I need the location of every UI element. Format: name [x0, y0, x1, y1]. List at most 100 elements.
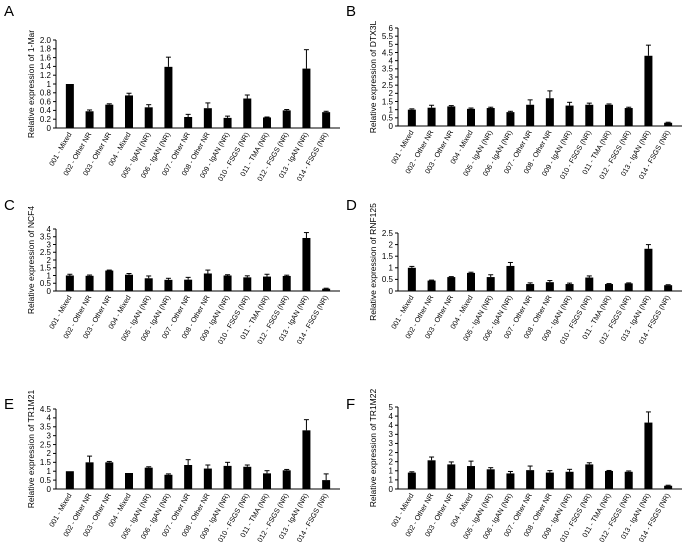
y-tick-label: 4: [389, 412, 394, 421]
bar: [545, 472, 554, 489]
bar: [184, 279, 193, 291]
bar: [263, 117, 271, 128]
bar: [565, 284, 574, 291]
y-tick-label: 0.5: [382, 275, 394, 284]
bar: [486, 277, 495, 291]
y-tick-label: 5: [389, 40, 394, 49]
y-axis-label: Relative expression of 1-Mar: [26, 30, 36, 138]
y-tick-label: 3.5: [40, 233, 52, 242]
panel-A: A 00.20.40.60.811.21.41.61.82.0 Relative e…: [4, 3, 340, 183]
panel-C: C 00.511.522.533.54 Relative expression of…: [4, 197, 340, 346]
y-tick-label: 2.0: [40, 36, 52, 45]
y-tick-label: 2: [389, 448, 394, 457]
bar: [263, 276, 271, 291]
bar: [144, 107, 153, 128]
y-tick-label: 1: [389, 264, 394, 273]
bar: [85, 111, 94, 128]
bar: [506, 112, 515, 126]
y-tick-label: 3: [47, 240, 52, 249]
panel-letter: D: [346, 197, 357, 214]
bar: [605, 470, 613, 489]
bar: [85, 462, 94, 489]
bar: [467, 108, 475, 126]
bar: [447, 106, 456, 126]
bar: [506, 265, 515, 291]
bar: [243, 277, 252, 291]
y-tick-label: 0: [389, 287, 394, 296]
y-axis-label: Relative expression of TR1M22: [368, 389, 378, 508]
bar: [184, 465, 193, 489]
bar: [526, 104, 535, 126]
y-tick-label: 1: [47, 467, 52, 476]
y-tick-label: 0.5: [40, 476, 52, 485]
bar: [164, 279, 173, 291]
y-tick-label: 4: [389, 56, 394, 65]
bar: [585, 277, 594, 291]
y-tick-label: 4: [47, 414, 52, 423]
y-axis-label: Relative expression of NCF4: [26, 206, 36, 314]
bar: [605, 284, 613, 291]
y-tick-label: 0.5: [40, 279, 52, 288]
y-tick-label: 6: [389, 24, 394, 33]
bar: [282, 110, 291, 128]
y-axis-label: Relative expression of DTX3L: [368, 21, 378, 134]
y-tick-label: 3.5: [40, 423, 52, 432]
bar: [105, 104, 114, 128]
y-tick-label: 4.5: [40, 405, 52, 414]
y-tick-label: 1: [47, 271, 52, 280]
bar: [506, 473, 515, 489]
bar: [164, 66, 173, 128]
y-tick-label: 2: [389, 89, 394, 98]
bar: [65, 471, 74, 489]
bar: [125, 473, 133, 489]
bar: [125, 95, 133, 128]
bar: [105, 462, 114, 489]
bar: [203, 273, 212, 291]
bar: [664, 122, 673, 126]
bar: [184, 117, 193, 128]
bar: [565, 471, 574, 489]
y-tick-label: 3: [389, 439, 394, 448]
panel-D: D 0 0.5 1 1.5 2 2.5 Relative expression of RNF1…: [346, 197, 682, 346]
bar: [144, 467, 153, 489]
y-tick-label: 1.5: [382, 252, 394, 261]
bar: [526, 284, 535, 291]
y-tick-label: 1.8: [40, 45, 52, 54]
bar: [263, 473, 271, 489]
y-tick-label: 4: [47, 225, 52, 234]
y-tick-label: 3.5: [382, 65, 394, 74]
bar: [467, 466, 475, 489]
bar: [545, 282, 554, 291]
y-tick-label: 2.5: [40, 440, 52, 449]
y-tick-label: 1: [389, 476, 394, 485]
bar: [486, 108, 495, 126]
bar: [644, 55, 653, 127]
bar: [427, 460, 436, 489]
y-tick-label: 2: [389, 457, 394, 466]
y-tick-label: 1: [389, 467, 394, 476]
y-axis-label: Relative expression of RNF125: [368, 203, 378, 321]
bar: [223, 275, 232, 291]
bar: [585, 464, 594, 489]
panel-letter: B: [346, 3, 356, 20]
y-tick-label: 0: [47, 124, 52, 133]
bar: [144, 278, 153, 291]
y-tick-label: 2.5: [40, 248, 52, 257]
panel-letter: F: [346, 396, 355, 413]
y-tick-label: 0.5: [382, 114, 394, 123]
y-tick-label: 3: [389, 73, 394, 82]
y-tick-label: 1.5: [40, 458, 52, 467]
y-tick-label: 0.8: [40, 89, 52, 98]
bar: [105, 270, 114, 291]
y-tick-label: 0.4: [40, 106, 52, 115]
bar: [164, 474, 173, 489]
y-tick-label: 3: [389, 430, 394, 439]
bar: [624, 283, 633, 291]
bar: [624, 471, 633, 489]
bar: [125, 274, 133, 291]
y-tick-label: 1.6: [40, 53, 52, 62]
bar: [302, 430, 311, 489]
y-tick-label: 1.4: [40, 62, 52, 71]
